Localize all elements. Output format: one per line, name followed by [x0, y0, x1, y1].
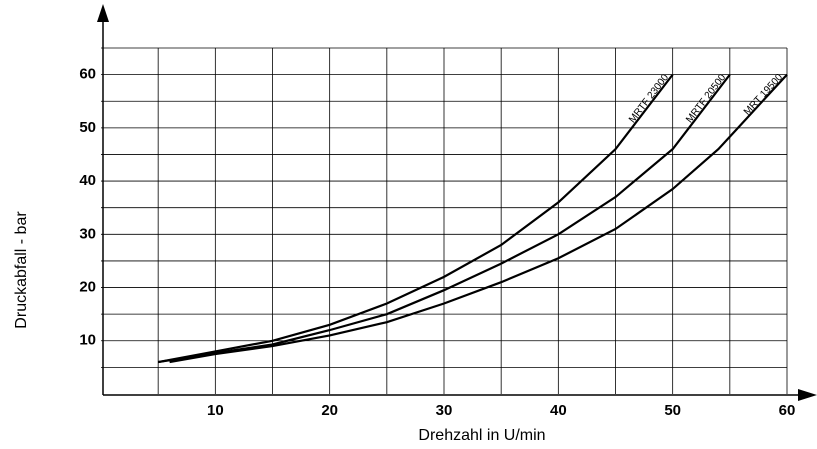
y-tick-label: 20: [79, 279, 96, 296]
y-tick-label: 60: [79, 66, 96, 83]
x-tick-label: 50: [664, 402, 681, 419]
x-tick-label: 20: [321, 402, 338, 419]
series-label: MRTF 23000: [627, 72, 671, 125]
x-axis-arrow: [798, 389, 817, 401]
y-tick-label: 50: [79, 119, 96, 136]
series-label: MRTF 20500: [684, 72, 728, 125]
x-tick-label: 30: [436, 402, 453, 419]
x-tick-label: 10: [207, 402, 224, 419]
y-axis-title: Druckabfall - bar: [13, 211, 30, 329]
y-tick-label: 30: [79, 225, 96, 242]
series-label: MRT 19500: [742, 72, 786, 118]
y-axis-arrow: [97, 4, 109, 22]
y-tick-label: 10: [79, 332, 96, 349]
curve: [169, 73, 788, 364]
y-tick-label: 40: [79, 172, 96, 189]
x-axis-title: Drehzahl in U/min: [418, 427, 545, 444]
x-tick-label: 40: [550, 402, 567, 419]
curve: [157, 73, 674, 364]
x-tick-label: 60: [779, 402, 796, 419]
curve: [157, 73, 731, 364]
